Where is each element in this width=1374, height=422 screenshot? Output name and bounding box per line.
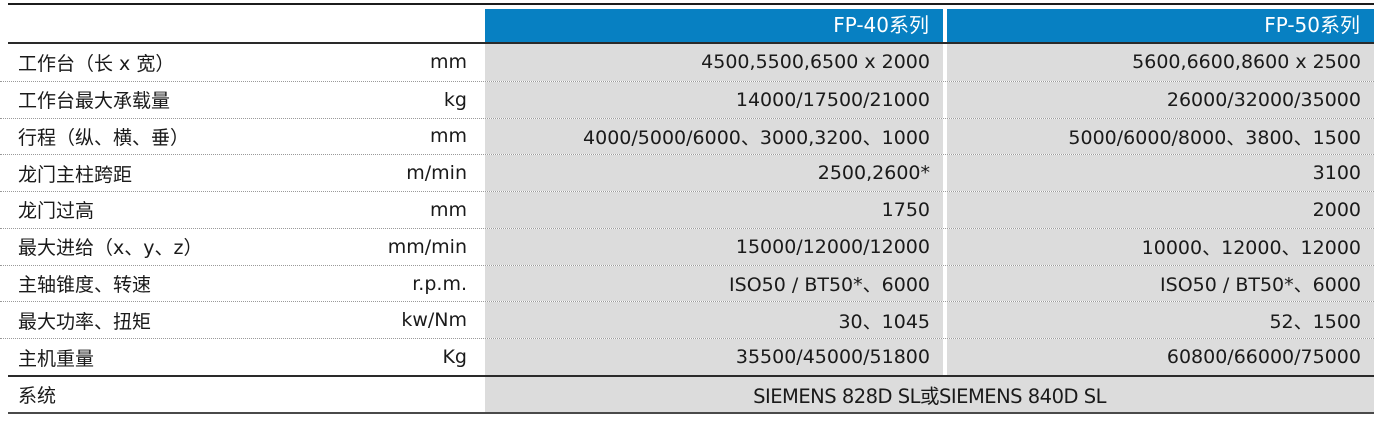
row-unit: mm xyxy=(429,198,467,221)
row-label-cell: 工作台（长 x 宽） mm xyxy=(0,44,485,81)
row-label: 主机重量 xyxy=(18,347,95,370)
row-label-cell: 龙门过高 mm xyxy=(0,192,485,228)
header-underline xyxy=(8,42,1374,44)
table-row: 工作台最大承载量 kg 14000/17500/21000 26000/3200… xyxy=(0,80,1374,118)
value-fp50: 2000 xyxy=(947,192,1374,228)
row-label: 最大功率、扭矩 xyxy=(18,310,152,333)
row-label-cell: 工作台最大承载量 kg xyxy=(0,81,485,118)
row-unit: mm xyxy=(429,51,467,74)
row-unit: kw/Nm xyxy=(401,309,467,332)
row-label: 工作台（长 x 宽） xyxy=(18,52,175,75)
value-fp40: 15000/12000/12000 xyxy=(485,228,943,265)
value-fp50: 10000、12000、12000 xyxy=(947,228,1374,265)
row-unit: Kg xyxy=(442,346,467,369)
value-fp40: 2500,2600* xyxy=(485,155,943,192)
system-value: SIEMENS 828D SL或SIEMENS 840D SL xyxy=(485,377,1374,412)
table-row: 龙门主柱跨距 m/min 2500,2600* 3100 xyxy=(0,154,1374,192)
top-rule xyxy=(8,3,1374,5)
column-gap xyxy=(943,192,947,228)
row-label: 系统 xyxy=(18,385,57,407)
row-label: 最大进给（x、y、z） xyxy=(18,237,203,260)
value-fp40: 4000/5000/6000、3000,3200、1000 xyxy=(485,118,943,155)
column-gap xyxy=(943,9,947,42)
value-fp40: 4500,5500,6500 x 2000 xyxy=(485,44,943,81)
table-row: 龙门过高 mm 1750 2000 xyxy=(0,191,1374,228)
value-fp50: 3100 xyxy=(947,155,1374,192)
value-fp50: 60800/66000/75000 xyxy=(947,339,1374,375)
value-fp40: 14000/17500/21000 xyxy=(485,81,943,118)
row-unit: kg xyxy=(443,88,467,111)
row-label: 主轴锥度、转速 xyxy=(18,274,152,297)
column-gap xyxy=(943,228,947,265)
value-fp50: 52、1500 xyxy=(947,302,1374,339)
column-header-fp50: FP-50系列 xyxy=(947,9,1374,42)
row-unit: m/min xyxy=(406,162,467,185)
header-spacer xyxy=(0,9,485,42)
bottom-rule xyxy=(8,412,1374,414)
row-label-cell: 最大功率、扭矩 kw/Nm xyxy=(0,302,485,339)
value-fp50: 5600,6600,8600 x 2500 xyxy=(947,44,1374,81)
row-label: 行程（纵、横、垂） xyxy=(18,126,190,149)
system-row: 系统 SIEMENS 828D SL或SIEMENS 840D SL xyxy=(0,377,1374,412)
value-fp50: 26000/32000/35000 xyxy=(947,81,1374,118)
value-fp40: ISO50 / BT50*、6000 xyxy=(485,265,943,302)
row-label-cell: 行程（纵、横、垂） mm xyxy=(0,118,485,155)
value-fp40: 30、1045 xyxy=(485,302,943,339)
row-label-cell: 系统 xyxy=(0,377,485,412)
row-label: 龙门过高 xyxy=(18,200,95,223)
value-fp40: 1750 xyxy=(485,192,943,228)
row-label-cell: 主机重量 Kg xyxy=(0,339,485,375)
column-gap xyxy=(943,81,947,118)
value-fp40: 35500/45000/51800 xyxy=(485,339,943,375)
footer-overline xyxy=(8,375,1374,377)
row-label: 工作台最大承载量 xyxy=(18,90,171,113)
value-fp50: 5000/6000/8000、3800、1500 xyxy=(947,118,1374,155)
column-gap xyxy=(943,302,947,339)
table-row: 最大功率、扭矩 kw/Nm 30、1045 52、1500 xyxy=(0,301,1374,339)
row-label-cell: 龙门主柱跨距 m/min xyxy=(0,155,485,192)
table-row: 行程（纵、横、垂） mm 4000/5000/6000、3000,3200、10… xyxy=(0,117,1374,155)
value-fp50: ISO50 / BT50*、6000 xyxy=(947,265,1374,302)
table-header-row: FP-40系列 FP-50系列 xyxy=(0,9,1374,42)
column-gap xyxy=(943,265,947,302)
table-row: 工作台（长 x 宽） mm 4500,5500,6500 x 2000 5600… xyxy=(0,44,1374,81)
column-gap xyxy=(943,339,947,375)
table-row: 主机重量 Kg 35500/45000/51800 60800/66000/75… xyxy=(0,338,1374,375)
column-gap xyxy=(943,118,947,155)
table-row: 主轴锥度、转速 r.p.m. ISO50 / BT50*、6000 ISO50 … xyxy=(0,264,1374,302)
table-row: 最大进给（x、y、z） mm/min 15000/12000/12000 100… xyxy=(0,227,1374,265)
row-unit: r.p.m. xyxy=(412,272,467,295)
row-unit: mm/min xyxy=(387,235,467,258)
column-gap xyxy=(943,44,947,81)
column-gap xyxy=(943,155,947,192)
column-header-fp40: FP-40系列 xyxy=(485,9,943,42)
row-label-cell: 最大进给（x、y、z） mm/min xyxy=(0,228,485,265)
row-label: 龙门主柱跨距 xyxy=(18,163,133,186)
table-body: 工作台（长 x 宽） mm 4500,5500,6500 x 2000 5600… xyxy=(0,44,1374,375)
row-label-cell: 主轴锥度、转速 r.p.m. xyxy=(0,265,485,302)
row-unit: mm xyxy=(429,125,467,148)
